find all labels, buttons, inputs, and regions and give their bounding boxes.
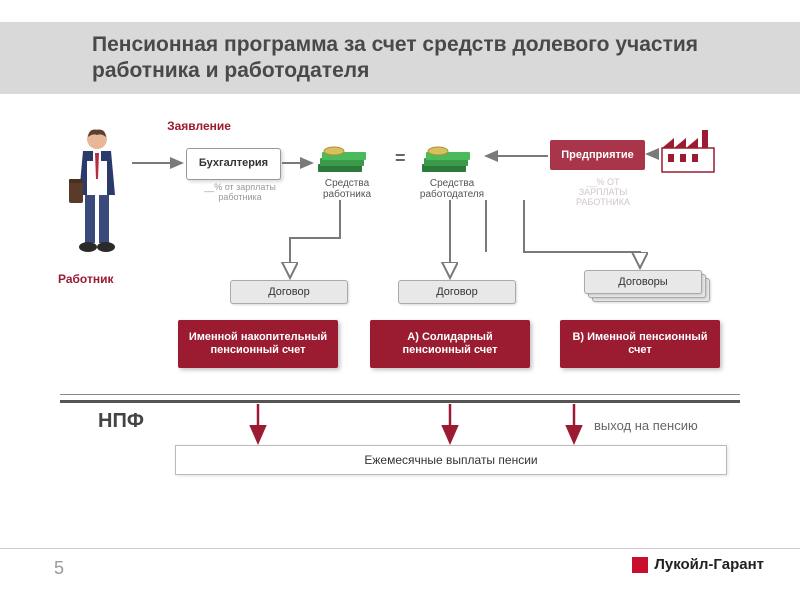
logo-square-icon <box>632 557 648 573</box>
accounting-sublabel: __% от зарплаты работника <box>200 183 280 203</box>
factory-icon <box>658 124 718 174</box>
application-label: Заявление <box>164 120 234 133</box>
page-number: 5 <box>54 558 64 579</box>
enterprise-sublabel: __% от зарплаты работника <box>567 178 639 208</box>
rule-bottom <box>60 400 740 403</box>
brand-name: Лукойл-Гарант <box>654 556 764 573</box>
contract-box-2: Договор <box>398 280 516 304</box>
brand-logo: Лукойл-Гарант <box>632 556 764 573</box>
equals-sign: = <box>395 148 406 169</box>
footer-divider <box>0 548 800 549</box>
accounting-box: Бухгалтерия <box>186 148 281 180</box>
funds-worker-label: Средства работника <box>307 178 387 200</box>
contract-box-1: Договор <box>230 280 348 304</box>
account-box-3: В) Именной пенсионный счет <box>560 320 720 368</box>
payout-box: Ежемесячные выплаты пенсии <box>175 445 727 475</box>
money-icon-employer <box>420 140 478 176</box>
npf-label: НПФ <box>98 410 144 433</box>
contracts-multi-box: Договоры <box>584 270 702 294</box>
account-box-2: А) Солидарный пенсионный счет <box>370 320 530 368</box>
funds-employer-label: Средства работодателя <box>407 178 497 200</box>
exit-label: выход на пенсию <box>594 418 698 433</box>
diagram-canvas: Работник Заявление Бухгалтерия __% от за… <box>0 0 800 600</box>
worker-icon <box>63 125 131 255</box>
money-icon-worker <box>316 140 374 176</box>
account-box-1: Именной накопительный пенсионный счет <box>178 320 338 368</box>
worker-label: Работник <box>58 272 113 286</box>
enterprise-box: Предприятие <box>550 140 645 170</box>
rule-top <box>60 394 740 395</box>
